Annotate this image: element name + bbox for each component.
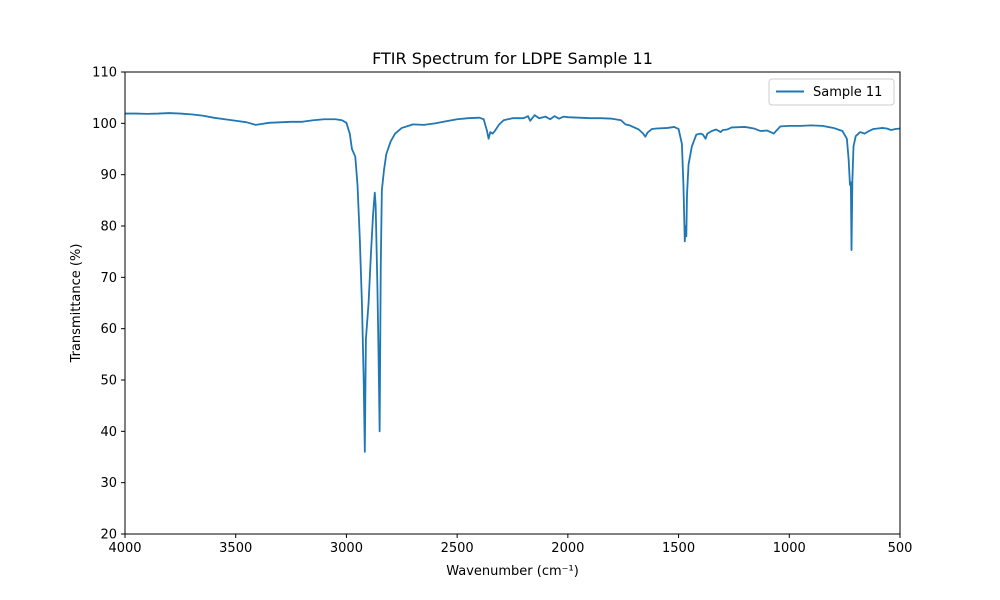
y-tick-label: 90 (100, 168, 117, 183)
x-tick-label: 1000 (773, 541, 806, 556)
x-tick-label: 3500 (219, 541, 252, 556)
y-tick-label: 110 (92, 66, 117, 81)
y-tick-label: 50 (100, 374, 117, 389)
x-axis-ticks: 4000 3500 3000 2500 2000 1500 1000 500 (108, 534, 912, 556)
legend-box (768, 78, 895, 106)
series-line-0 (125, 112, 901, 453)
y-axis-ticks: 20 30 40 50 60 70 80 90 100 110 (92, 66, 125, 543)
series-layer (125, 112, 901, 453)
y-tick-label: 20 (100, 528, 117, 543)
y-tick-label: 40 (100, 425, 117, 440)
x-tick-label: 1500 (662, 541, 695, 556)
y-tick-label: 30 (100, 476, 117, 491)
x-tick-label: 3000 (330, 541, 363, 556)
legend: Sample 11 (768, 78, 895, 106)
y-tick-label: 80 (100, 220, 117, 235)
x-axis-label: Wavenumber (cm⁻¹) (446, 564, 579, 579)
y-axis-label: Transmittance (%) (69, 244, 84, 364)
y-tick-label: 100 (92, 117, 117, 132)
y-tick-label: 60 (100, 322, 117, 337)
axes-frame (124, 71, 901, 535)
x-tick-label: 2500 (441, 541, 474, 556)
x-tick-label: 500 (888, 541, 913, 556)
plot-area (124, 71, 901, 535)
plot-background (125, 72, 900, 534)
chart-title: FTIR Spectrum for LDPE Sample 11 (372, 49, 653, 68)
y-tick-label: 70 (100, 271, 117, 286)
x-tick-label: 4000 (108, 541, 141, 556)
x-tick-label: 2000 (551, 541, 584, 556)
legend-label: Sample 11 (813, 85, 882, 100)
